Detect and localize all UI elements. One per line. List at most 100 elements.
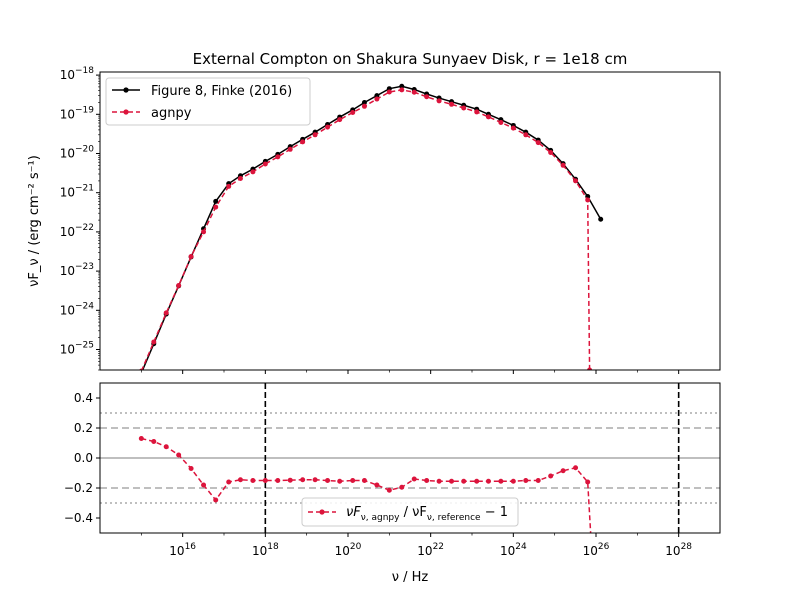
x-tick-label-1: 1018 — [252, 542, 279, 558]
top-series-line-1 — [141, 89, 591, 370]
top-series-1-point-32 — [535, 140, 541, 146]
top-y-tick-label-2: 10−23 — [60, 262, 94, 278]
bottom-series-0-point-31 — [523, 478, 529, 483]
top-y-tick-label-2-base: 10 — [60, 264, 75, 278]
bottom-series-line-0 — [141, 437, 592, 533]
top-series-1-point-16 — [337, 117, 343, 123]
legend-marker-finke — [123, 87, 129, 93]
top-y-tick-label-6-exp: −19 — [75, 105, 94, 115]
x-tick-label-6: 1028 — [665, 542, 692, 558]
x-tick-label-2-base: 10 — [335, 544, 350, 558]
ratio-sub-1: ν, agnpy — [361, 513, 400, 523]
top-y-tick-label-4-exp: −21 — [75, 184, 94, 194]
top-axes-frame — [99, 71, 721, 371]
x-tick-label-5: 1026 — [583, 542, 610, 558]
top-series-1-point-28 — [485, 114, 491, 120]
bottom-series-0-point-26 — [461, 478, 467, 484]
bottom-legend: νFν, agnpy / νFν, reference − 1 — [301, 497, 519, 527]
top-series-1-point-25 — [449, 101, 455, 107]
bottom-y-tick-label-0: 0.4 — [74, 391, 93, 405]
top-series-1-point-24 — [436, 98, 442, 104]
x-tick-label-6-exp: 28 — [681, 542, 693, 552]
top-series-1-point-21 — [399, 87, 405, 93]
top-series-1-point-13 — [300, 139, 306, 145]
bottom-series-0-point-7 — [226, 479, 232, 485]
top-series-1-point-23 — [424, 94, 430, 100]
x-tick-label-1-base: 10 — [252, 544, 267, 558]
bottom-series-0-point-2 — [163, 444, 169, 450]
top-series-1-point-27 — [474, 109, 480, 115]
bottom-series-0-point-4 — [188, 466, 194, 471]
bottom-series-0-point-8 — [237, 477, 243, 483]
x-tick-label-0-base: 10 — [169, 544, 184, 558]
bottom-series-0-point-20 — [386, 487, 392, 493]
top-series-1-point-10 — [262, 161, 268, 167]
bottom-series-0-point-22 — [411, 476, 417, 482]
top-y-tick-label-5: 10−20 — [60, 145, 95, 161]
bottom-series-0-point-6 — [213, 497, 219, 503]
bottom-series-0-point-24 — [436, 478, 442, 484]
x-tick-label-1-exp: 18 — [267, 542, 279, 552]
top-series-1-point-34 — [560, 162, 566, 168]
top-series-1-point-3 — [176, 282, 182, 288]
top-series-1-point-22 — [411, 89, 417, 95]
top-series-1-point-31 — [523, 132, 529, 138]
x-tick-label-5-base: 10 — [583, 544, 598, 558]
legend-label-ratio: νFν, agnpy / νFν, reference − 1 — [346, 505, 508, 523]
bottom-series-0-point-19 — [374, 482, 380, 488]
bottom-series-0-point-16 — [337, 478, 343, 484]
bottom-series-0-point-5 — [201, 482, 207, 488]
bottom-series-0-point-21 — [399, 484, 405, 490]
x-tick-label-3: 1022 — [417, 542, 444, 558]
top-series-0-point-18 — [361, 100, 367, 105]
top-y-tick-label-6: 10−19 — [60, 105, 95, 121]
chart-title: External Compton on Shakura Sunyaev Disk… — [193, 50, 628, 68]
top-series-1-point-8 — [237, 176, 243, 182]
bottom-series-0-point-35 — [573, 465, 579, 471]
ratio-term-3: − 1 — [481, 505, 508, 520]
top-series-1-point-19 — [374, 96, 380, 102]
legend-marker-agnpy — [123, 109, 129, 115]
x-tick-label-0-exp: 16 — [185, 542, 197, 552]
bottom-series-0-point-15 — [325, 478, 331, 483]
top-legend-box — [105, 77, 311, 126]
ratio-term-1: νF — [346, 505, 361, 520]
bottom-series-0-point-36 — [585, 479, 591, 485]
top-series-1-point-4 — [188, 254, 194, 260]
x-axis-label: ν / Hz — [392, 570, 429, 585]
top-series-0-point-21 — [399, 83, 405, 89]
bottom-series-0-point-34 — [560, 468, 566, 474]
top-y-tick-label-6-base: 10 — [60, 107, 75, 121]
top-series-1-point-6 — [213, 204, 219, 210]
bottom-legend-box — [301, 497, 519, 527]
top-y-tick-label-5-base: 10 — [60, 147, 75, 161]
top-series-1-point-11 — [275, 154, 281, 160]
top-y-tick-label-2-exp: −23 — [75, 262, 94, 272]
bottom-axes-frame — [99, 382, 721, 534]
x-tick-label-2: 1020 — [335, 542, 362, 558]
x-tick-label-3-exp: 22 — [433, 542, 444, 552]
x-tick-label-0: 1016 — [169, 542, 196, 558]
top-series-1-point-15 — [325, 124, 331, 130]
top-y-tick-label-3-base: 10 — [60, 225, 75, 239]
bottom-series-0-point-32 — [535, 478, 541, 483]
top-series-1-point-26 — [461, 105, 467, 111]
x-tick-label-4: 1024 — [500, 542, 527, 558]
bottom-series-0-point-29 — [498, 478, 504, 484]
top-y-tick-label-1: 10−24 — [60, 301, 95, 317]
bottom-series-0-point-3 — [176, 452, 182, 458]
top-y-tick-label-3: 10−22 — [60, 223, 94, 239]
top-series-0-point-6 — [213, 198, 219, 204]
ratio-term-2: / νF — [399, 505, 426, 520]
top-series-0-point-37 — [598, 216, 604, 222]
bottom-series-0-point-11 — [275, 478, 281, 483]
top-plot: 10−2510−2410−2310−2210−2110−2010−1910−18… — [27, 66, 721, 374]
bottom-series-0-point-14 — [312, 477, 318, 483]
top-series-1-point-1 — [151, 339, 157, 345]
bottom-series-0-point-25 — [449, 478, 455, 484]
ratio-sub-2: ν, reference — [427, 513, 481, 523]
top-y-tick-label-0-exp: −25 — [75, 341, 94, 351]
